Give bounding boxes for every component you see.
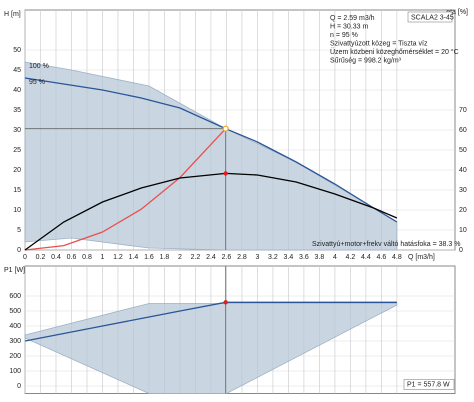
curve-label: 100 % [29,63,49,70]
x-tick-label: 4.2 [346,254,356,261]
x-tick-label: 0.6 [67,254,77,261]
x-tick-label: 0 [23,254,27,261]
x-tick-label: 3 [255,254,259,261]
y2-tick-label: 10 [459,227,467,234]
y-tick-label: 400 [9,323,21,330]
product-name: SCALA2 3-45 [411,14,454,21]
x-tick-label: 3.2 [268,254,278,261]
x-tick-label: 4.8 [392,254,402,261]
x-tick-label: 1.4 [129,254,139,261]
y2-tick-label: 50 [459,147,467,154]
y-axis-label: H [m] [4,11,21,18]
power-note: P1 = 557.8 W [407,381,450,388]
x-tick-label: 0.2 [36,254,46,261]
x-axis-label: Q [m3/h] [408,254,435,261]
y-tick-label: 5 [17,227,21,234]
power-box [403,379,455,390]
x-tick-label: 0.4 [51,254,61,261]
y-tick-label: 200 [9,353,21,360]
efficiency-note: Szivattyú+motor+frekv váltó hatásfoka = … [312,241,460,248]
y-tick-label: 50 [13,47,21,54]
y-tick-label: 40 [13,87,21,94]
info-line: Üzem közbeni közeghőmérséklet = 20 °C [330,48,459,56]
x-tick-label: 1.2 [113,254,123,261]
x-tick-label: 2.8 [237,254,247,261]
product-box [407,11,453,23]
x-tick-label: 2 [178,254,182,261]
y-tick-label: 30 [13,127,21,134]
x-tick-label: 0.8 [82,254,92,261]
x-tick-label: 4.4 [361,254,371,261]
y-tick-label: 20 [13,167,21,174]
y2-tick-label: 0 [459,247,463,254]
y-tick-label: 300 [9,338,21,345]
x-tick-label: 1.8 [160,254,170,261]
x-tick-label: 3.4 [284,254,294,261]
op-point [222,125,229,132]
x-tick-label: 4 [333,254,337,261]
y-tick-label: 35 [13,107,21,114]
x-tick-label: 4.6 [377,254,387,261]
y2-tick-label: 60 [459,127,467,134]
y-tick-label: 10 [13,207,21,214]
y-tick-label: 15 [13,187,21,194]
x-tick-label: 3.8 [315,254,325,261]
op-point [223,171,228,176]
info-line: Sűrűség = 998.2 kg/m³ [330,57,402,64]
y-tick-label: 600 [9,293,21,300]
y-tick-label: 500 [9,308,21,315]
x-tick-label: 3.6 [299,254,309,261]
y2-tick-label: 20 [459,207,467,214]
y-tick-label: 100 [9,368,21,375]
info-line: H = 30.33 m [330,23,368,30]
y2-tick-label: 30 [459,187,467,194]
info-line: Q = 2.59 m3/h [330,15,375,22]
y2-axis-label: eta [%] [446,9,468,16]
curve-label: 95 % [29,79,45,86]
info-line: n = 95 % [330,32,358,39]
y-tick-label: 25 [13,147,21,154]
x-tick-label: 2.2 [191,254,201,261]
y2-tick-label: 70 [459,107,467,114]
y-axis-label: P1 [W] [4,267,25,274]
y2-tick-label: 40 [459,167,467,174]
y-tick-label: 0 [17,383,21,390]
op-point [223,300,228,305]
x-tick-label: 2.6 [222,254,232,261]
x-tick-label: 1 [101,254,105,261]
x-tick-label: 1.6 [144,254,154,261]
info-line: Szivattyúzott közeg = Tiszta víz [330,40,428,47]
y-tick-label: 0 [17,247,21,254]
x-tick-label: 2.4 [206,254,216,261]
y-tick-label: 45 [13,67,21,74]
curve [24,128,227,251]
